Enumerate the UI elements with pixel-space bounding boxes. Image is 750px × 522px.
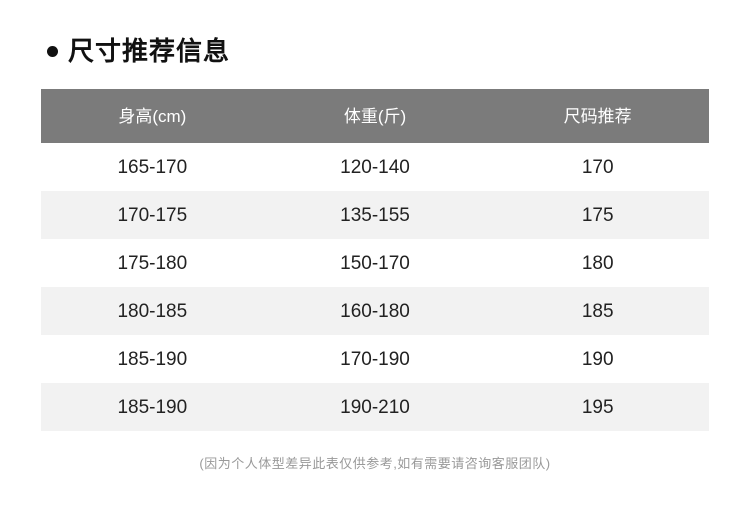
disclaimer-note: (因为个人体型差异此表仅供参考,如有需要请咨询客服团队) — [199, 456, 551, 471]
column-header-height: 身高(cm) — [118, 106, 187, 126]
table-row: 165-170 120-140 170 — [41, 143, 709, 191]
size-cell: 195 — [581, 396, 614, 418]
size-cell: 185 — [581, 300, 614, 322]
size-cell: 190 — [581, 348, 614, 370]
table-row: 180-185 160-180 185 — [41, 287, 709, 335]
height-cell: 170-175 — [117, 204, 188, 226]
table-body: 165-170 120-140 170 170-175 135-155 175 … — [41, 143, 709, 431]
height-cell: 185-190 — [117, 396, 188, 418]
column-header-weight: 体重(斤) — [343, 106, 407, 126]
height-cell: 175-180 — [117, 252, 188, 274]
column-header-size: 尺码推荐 — [563, 106, 632, 126]
page-title: 尺寸推荐信息 — [0, 0, 750, 64]
table-header-row: 身高(cm) 体重(斤) 尺码推荐 — [41, 89, 709, 143]
weight-cell: 120-140 — [340, 156, 410, 178]
weight-cell: 160-180 — [340, 300, 410, 322]
table-row: 185-190 170-190 190 — [41, 335, 709, 383]
table-row: 170-175 135-155 175 — [41, 191, 709, 239]
table-row: 175-180 150-170 180 — [41, 239, 709, 287]
size-recommendation-table: 身高(cm) 体重(斤) 尺码推荐 165-170 120-140 170 17… — [41, 89, 709, 431]
page-title-text: 尺寸推荐信息 — [68, 36, 231, 66]
height-cell: 165-170 — [117, 156, 188, 178]
size-cell: 180 — [581, 252, 614, 274]
weight-cell: 135-155 — [340, 204, 410, 226]
size-cell: 170 — [581, 156, 614, 178]
height-cell: 180-185 — [117, 300, 188, 322]
weight-cell: 190-210 — [340, 396, 410, 418]
weight-cell: 150-170 — [340, 252, 410, 274]
table-row: 185-190 190-210 195 — [41, 383, 709, 431]
height-cell: 185-190 — [117, 348, 188, 370]
weight-cell: 170-190 — [340, 348, 410, 370]
bullet-icon — [47, 45, 58, 57]
size-cell: 175 — [581, 204, 614, 226]
